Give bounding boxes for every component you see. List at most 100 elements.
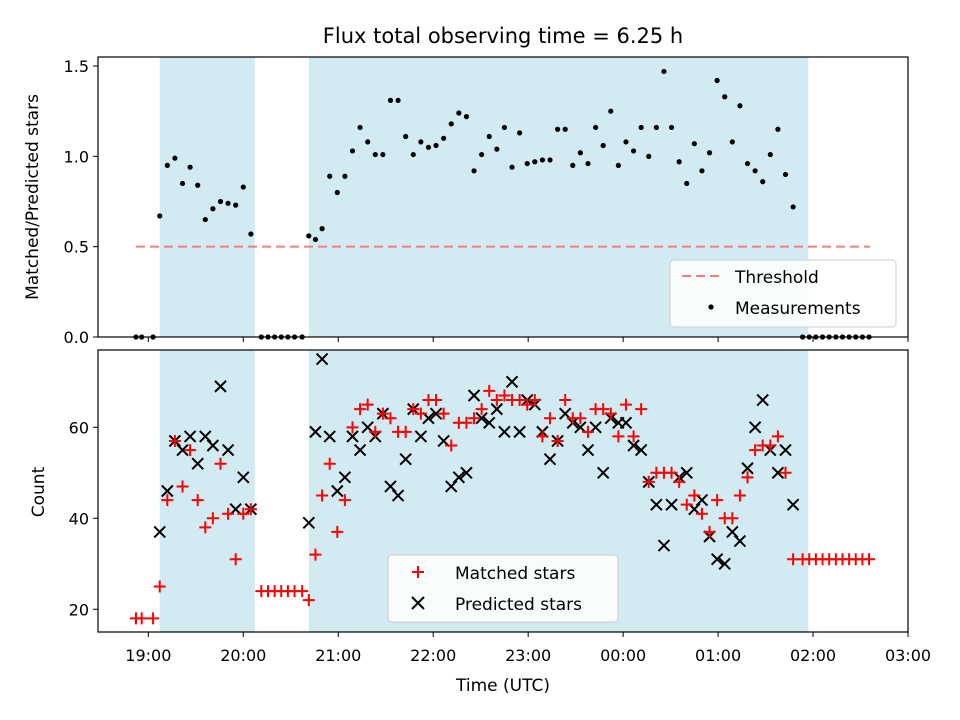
- measurement-point: [585, 160, 591, 167]
- predicted-star-marker: [490, 402, 504, 416]
- matched-star-marker: [574, 412, 587, 425]
- matched-star-marker: [237, 507, 250, 520]
- matched-star-marker: [309, 548, 322, 561]
- predicted-star-marker: [650, 498, 663, 511]
- measurement-point: [509, 164, 515, 170]
- measurement-point: [319, 226, 325, 232]
- measurement-point: [623, 139, 629, 145]
- predicted-star-marker: [596, 466, 610, 480]
- bottom-legend: Matched stars Predicted stars: [387, 554, 619, 623]
- measurement-point: [600, 142, 606, 149]
- predicted-star-marker: [391, 489, 405, 502]
- matched-star-marker: [688, 489, 701, 502]
- measurement-point: [327, 173, 333, 179]
- predicted-star-marker: [786, 498, 800, 511]
- matched-star-marker: [176, 480, 189, 493]
- matched-star-marker: [627, 430, 640, 443]
- matched-star-marker: [597, 403, 610, 416]
- predicted-star-marker: [513, 425, 526, 439]
- measurement-point: [463, 114, 470, 120]
- measurement-point: [722, 94, 728, 100]
- predicted-star-marker: [399, 452, 412, 466]
- matched-star-marker: [779, 466, 792, 479]
- matched-star-marker: [468, 412, 481, 425]
- measurement-point: [334, 189, 340, 196]
- measurement-point: [365, 139, 371, 145]
- measurement-point: [760, 179, 766, 185]
- measurement-point: [699, 168, 705, 174]
- predicted-star-marker: [331, 484, 344, 498]
- predicted-star-marker: [183, 430, 197, 443]
- predicted-star-marker: [741, 462, 754, 475]
- measurement-point: [630, 148, 637, 154]
- predicted-star-marker: [429, 407, 443, 420]
- predicted-star-marker: [445, 480, 458, 493]
- matched-star-marker: [551, 434, 564, 447]
- matched-star-marker: [680, 498, 693, 511]
- matched-star-marker: [513, 394, 526, 407]
- matched-star-marker: [581, 425, 594, 438]
- measurement-point: [577, 150, 583, 156]
- matched-star-marker: [665, 466, 678, 479]
- measurement-point: [172, 155, 178, 161]
- predicted-star-marker: [315, 352, 329, 366]
- predicted-star-marker: [338, 471, 352, 484]
- measurement-point: [164, 162, 170, 168]
- predicted-star-marker: [581, 443, 595, 457]
- measurement-point: [410, 151, 416, 158]
- matched-star-marker: [764, 439, 777, 452]
- matched-star-marker: [135, 612, 148, 625]
- matched-star-marker: [229, 553, 242, 566]
- top-y-axis-label: Matched/Predicted stars: [23, 94, 43, 300]
- predicted-star-marker: [627, 439, 640, 452]
- predicted-star-marker: [353, 443, 367, 457]
- legend-measurements-label: Measurements: [735, 299, 861, 319]
- matched-star-marker: [771, 430, 784, 443]
- predicted-star-marker: [206, 439, 220, 452]
- matched-star-marker: [559, 394, 572, 407]
- measurement-point: [372, 151, 378, 158]
- matched-star-marker: [302, 594, 315, 607]
- x-tick-label: 02:00: [790, 646, 836, 665]
- matched-star-marker: [161, 494, 174, 507]
- measurement-point: [547, 157, 553, 163]
- measurement-point: [195, 182, 201, 188]
- measurement-point: [501, 124, 508, 131]
- measurement-point: [790, 204, 796, 210]
- legend-matched-swatch: [412, 566, 424, 578]
- top-panel-frame: [97, 56, 909, 338]
- matched-star-marker: [323, 457, 336, 470]
- matched-star-marker: [619, 398, 632, 411]
- predicted-star-marker: [710, 553, 724, 566]
- legend-matched-label: Matched stars: [455, 564, 575, 584]
- predicted-star-marker: [199, 430, 212, 443]
- bottom-y-tick-label: 20: [69, 600, 89, 619]
- matched-star-marker: [749, 444, 762, 457]
- matched-star-marker: [206, 512, 219, 525]
- measurement-point: [706, 150, 713, 156]
- predicted-star-marker: [657, 539, 671, 552]
- measurement-point: [486, 133, 492, 140]
- measurement-point: [217, 198, 224, 205]
- matched-star-marker: [168, 434, 181, 447]
- predicted-star-marker: [771, 466, 785, 480]
- predicted-star-marker: [153, 525, 166, 539]
- observing-interval-band: [159, 350, 255, 632]
- matched-star-marker: [711, 494, 724, 507]
- predicted-star-marker: [161, 484, 174, 498]
- predicted-star-marker: [665, 498, 678, 511]
- measurement-point: [187, 164, 193, 170]
- matched-star-marker: [414, 407, 427, 420]
- measurement-point: [479, 151, 485, 158]
- measurement-point: [638, 124, 644, 131]
- measurement-point: [592, 124, 599, 131]
- measurement-point: [653, 124, 659, 131]
- predicted-star-marker: [756, 393, 769, 407]
- measurement-point: [676, 159, 682, 165]
- measurement-point: [539, 157, 546, 163]
- measurement-point: [357, 124, 363, 131]
- measurement-point: [349, 148, 356, 154]
- predicted-star-marker: [384, 480, 397, 493]
- matched-star-marker: [741, 471, 754, 484]
